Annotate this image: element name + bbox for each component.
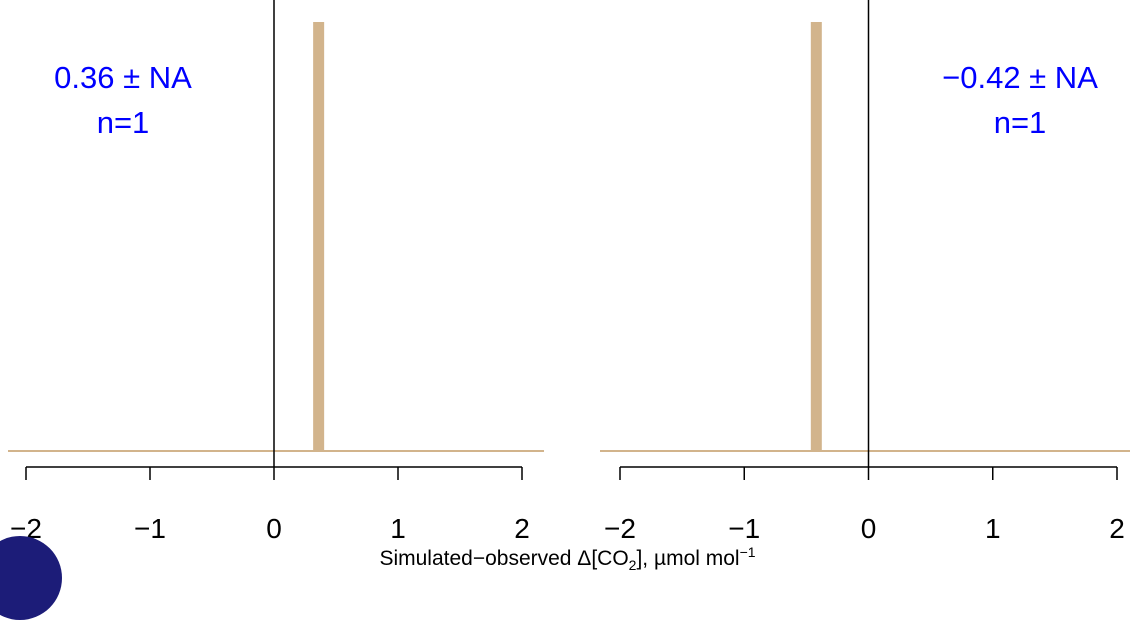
panel-2-x-tick-label-4: 1 [985, 513, 1001, 544]
panel-2-bar-1 [810, 22, 822, 451]
x-axis-label-prefix: Simulated−observed Δ[CO [379, 547, 629, 570]
panel-1-n: n=1 [96, 105, 150, 140]
x-axis-label: Simulated−observed Δ[CO2], µmol mol−1 [0, 544, 1135, 573]
panel-2-x-tick-label-1: −2 [604, 513, 636, 544]
panel-1-bar-1 [313, 22, 325, 451]
panel-1-x-tick-label-4: 1 [390, 513, 406, 544]
panel-1-x-tick-label-5: 2 [514, 513, 530, 544]
panel-2-mean-sd: −0.42 ± NA [942, 60, 1098, 95]
x-axis-label-subscript: 2 [628, 557, 637, 574]
panel-2-n: n=1 [993, 105, 1047, 140]
panel-1-x-tick-label-3: 0 [266, 513, 282, 544]
panel-1-annotation: 0.36 ± NA n=1 [38, 62, 208, 138]
panel-1-x-tick-label-2: −1 [134, 513, 166, 544]
panel-2-annotation: −0.42 ± NA n=1 [920, 62, 1120, 138]
panel-2-x-tick-label-5: 2 [1109, 513, 1125, 544]
panel-2-x-tick-label-2: −1 [728, 513, 760, 544]
panel-1-mean-sd: 0.36 ± NA [54, 60, 192, 95]
x-axis-label-superscript: −1 [739, 544, 756, 560]
panel-2-x-tick-label-3: 0 [861, 513, 877, 544]
x-axis-label-middle: ], µmol mol [636, 547, 740, 570]
